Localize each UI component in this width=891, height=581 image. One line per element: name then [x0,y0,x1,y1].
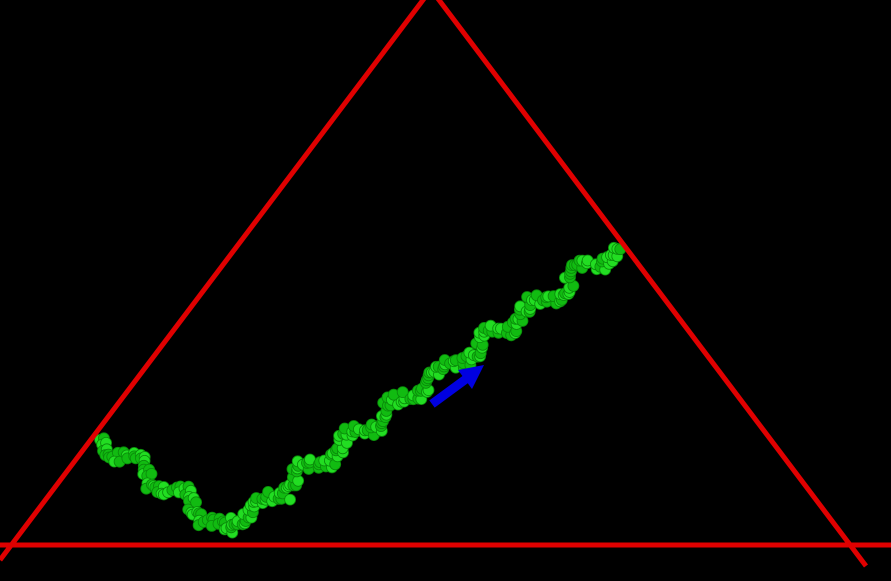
arrow-head [458,365,484,389]
bead [396,386,409,399]
bead-chain [94,241,627,539]
wall-right [435,0,868,568]
arrow-shaft [429,375,469,408]
wall-left [0,0,427,562]
bead [284,493,297,506]
bead [190,496,203,509]
direction-arrow [429,365,484,408]
